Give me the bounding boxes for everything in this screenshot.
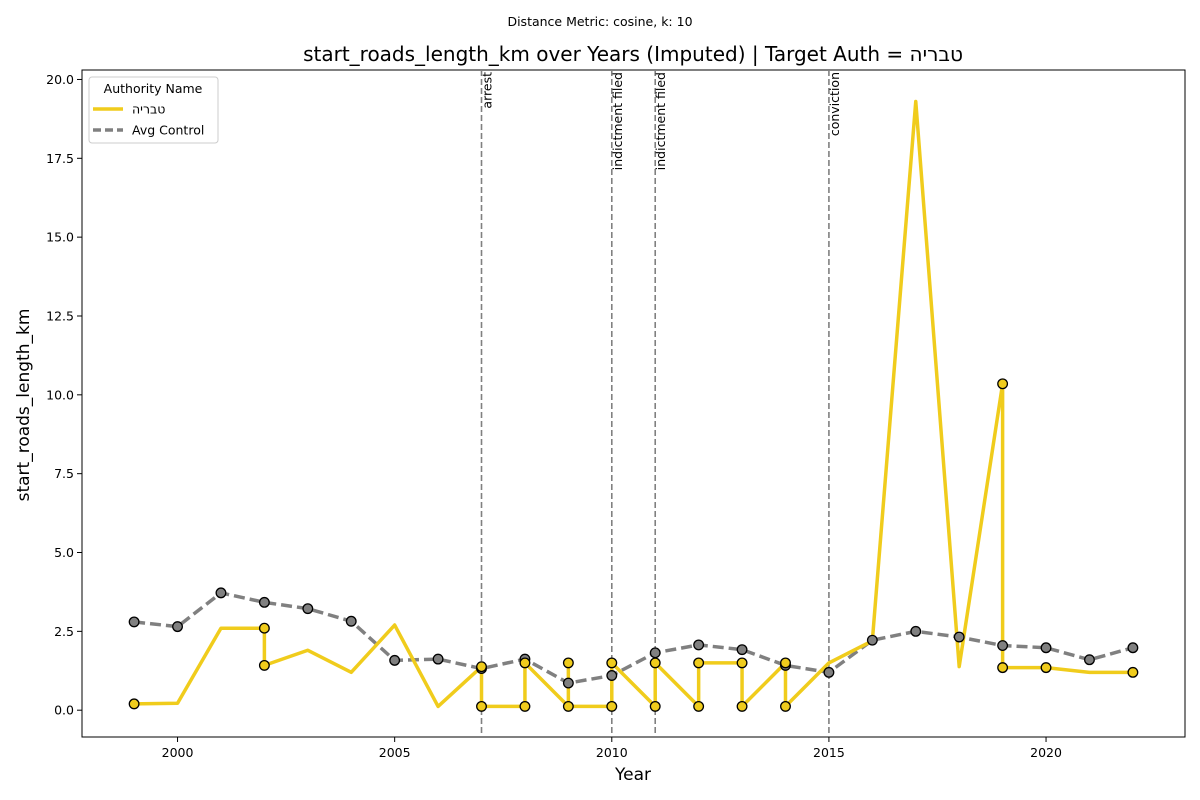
y-tick-label: 12.5: [46, 308, 74, 323]
data-point: [562, 700, 574, 712]
y-tick-label: 20.0: [46, 72, 74, 87]
x-axis-label: Year: [614, 765, 651, 785]
legend: Authority Name טבריה Avg Control: [88, 76, 219, 144]
data-point: [606, 657, 618, 669]
data-point: [997, 662, 1009, 674]
data-point: [519, 700, 531, 712]
y-tick-label: 2.5: [54, 624, 74, 639]
x-tick-label: 2000: [162, 745, 194, 760]
data-point: [128, 616, 140, 628]
event-label: indictment filed: [653, 72, 668, 170]
data-point: [693, 657, 705, 669]
series-line-target: [134, 99, 1133, 709]
y-tick-label: 17.5: [46, 151, 74, 166]
data-point: [258, 659, 270, 671]
legend-label: טבריה: [132, 102, 165, 117]
data-point: [1040, 642, 1052, 654]
data-point: [258, 596, 270, 608]
data-point: [562, 677, 574, 689]
data-point: [953, 631, 965, 643]
x-tick-label: 2020: [1030, 745, 1062, 760]
data-point: [302, 603, 314, 615]
data-point: [258, 622, 270, 634]
data-point: [649, 647, 661, 659]
data-point: [649, 657, 661, 669]
data-point: [432, 653, 444, 665]
data-point: [1127, 642, 1139, 654]
data-point: [172, 621, 183, 633]
data-point: [866, 634, 878, 646]
data-point: [128, 698, 140, 710]
legend-title: Authority Name: [104, 81, 203, 96]
data-point: [476, 661, 487, 673]
data-point: [780, 700, 791, 712]
series-line-avg-control: [133, 591, 1134, 685]
data-point: [345, 615, 357, 627]
data-point: [562, 657, 574, 669]
data-point: [1127, 666, 1139, 678]
x-tick-label: 2010: [596, 745, 628, 760]
data-point: [693, 639, 705, 651]
data-point: [519, 657, 531, 669]
data-point: [997, 378, 1009, 390]
axes-frame: [81, 69, 1186, 738]
data-point: [780, 657, 791, 669]
data-point: [476, 700, 487, 712]
data-point: [1040, 662, 1052, 674]
plot-area: 2000 2005 2010 2015 2020 0.0 2.5 5.0 7.5 10.0 12.5…: [46, 69, 1186, 760]
y-axis-label: start_roads_length_km: [14, 309, 34, 502]
data-point: [215, 587, 227, 599]
data-point: [606, 700, 618, 712]
y-tick-label: 7.5: [54, 466, 74, 481]
legend-box: [88, 76, 219, 144]
chart-title: start_roads_length_km over Years (Impute…: [303, 42, 963, 66]
x-tick-label: 2005: [379, 745, 411, 760]
data-point: [823, 666, 835, 678]
data-point: [910, 625, 922, 637]
data-point: [693, 700, 705, 712]
legend-label: Avg Control: [132, 123, 204, 138]
event-label: arrest: [480, 72, 495, 109]
data-point: [736, 657, 748, 669]
y-tick-label: 5.0: [54, 545, 74, 560]
data-point: [1084, 654, 1095, 666]
chart-suptitle: Distance Metric: cosine, k: 10: [507, 14, 692, 29]
event-label: conviction: [827, 72, 842, 136]
data-point: [736, 644, 748, 656]
y-tick-label: 15.0: [46, 230, 74, 245]
data-point: [389, 654, 401, 666]
data-point: [736, 700, 748, 712]
data-point: [649, 700, 661, 712]
event-label: indictment filed: [610, 72, 625, 170]
data-point: [997, 640, 1009, 651]
y-tick-label: 10.0: [46, 387, 74, 402]
y-tick-label: 0.0: [54, 703, 74, 718]
data-point: [606, 670, 618, 681]
x-tick-label: 2015: [813, 745, 845, 760]
